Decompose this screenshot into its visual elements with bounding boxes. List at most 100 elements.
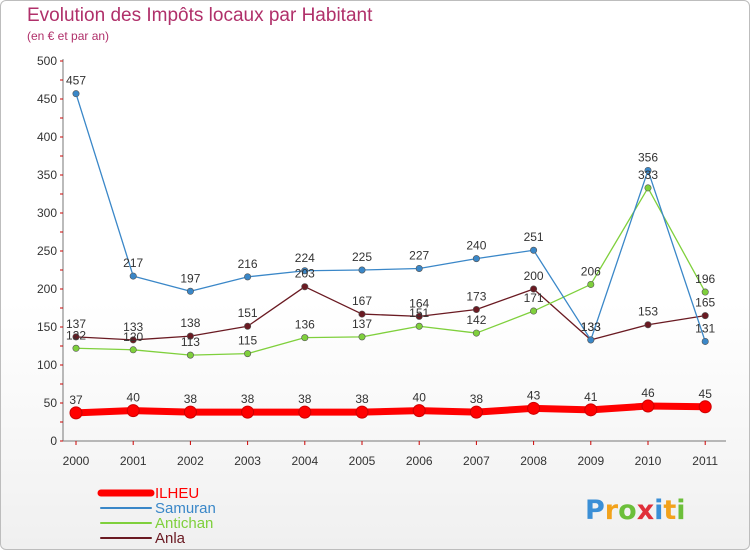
data-point bbox=[472, 329, 480, 337]
data-label: 46 bbox=[641, 386, 655, 400]
x-tick-label: 2008 bbox=[520, 454, 547, 468]
data-label: 203 bbox=[295, 267, 315, 281]
x-tick-label: 2006 bbox=[406, 454, 433, 468]
data-point bbox=[644, 184, 652, 192]
data-label: 133 bbox=[581, 320, 601, 334]
data-point bbox=[530, 285, 538, 293]
data-label: 40 bbox=[413, 391, 427, 405]
data-point bbox=[358, 266, 366, 274]
data-label: 133 bbox=[581, 320, 601, 334]
data-point bbox=[641, 399, 655, 413]
legend-label: Samuran bbox=[155, 500, 216, 517]
data-point bbox=[72, 90, 80, 98]
data-label: 142 bbox=[466, 313, 486, 327]
data-point bbox=[301, 267, 309, 275]
data-point bbox=[527, 401, 541, 415]
proxiti-logo: Proxiti bbox=[585, 495, 686, 526]
data-point bbox=[412, 404, 426, 418]
data-label: 356 bbox=[638, 150, 658, 164]
data-point bbox=[241, 405, 255, 419]
chart-subtitle: (en € et par an) bbox=[27, 29, 110, 43]
data-label: 38 bbox=[470, 392, 484, 406]
y-tick-label: 300 bbox=[37, 206, 57, 220]
data-label: 43 bbox=[527, 388, 541, 402]
data-point bbox=[126, 404, 140, 418]
data-label: 225 bbox=[352, 250, 372, 264]
y-tick-label: 150 bbox=[37, 320, 57, 334]
data-point bbox=[415, 322, 423, 330]
data-label: 133 bbox=[123, 320, 143, 334]
x-tick-label: 2001 bbox=[120, 454, 147, 468]
data-point bbox=[587, 336, 595, 344]
data-label: 138 bbox=[180, 316, 200, 330]
data-point bbox=[587, 280, 595, 288]
data-point bbox=[358, 333, 366, 341]
data-label: 164 bbox=[409, 296, 429, 310]
y-tick-label: 200 bbox=[37, 282, 57, 296]
y-tick-label: 0 bbox=[50, 434, 57, 448]
data-point bbox=[530, 307, 538, 315]
y-tick-label: 350 bbox=[37, 168, 57, 182]
x-tick-label: 2005 bbox=[349, 454, 376, 468]
data-point bbox=[301, 283, 309, 291]
data-point bbox=[415, 264, 423, 272]
data-label: 197 bbox=[180, 271, 200, 285]
data-label: 131 bbox=[695, 321, 715, 335]
y-tick-label: 450 bbox=[37, 92, 57, 106]
data-label: 151 bbox=[409, 306, 429, 320]
data-point bbox=[244, 350, 252, 358]
data-point bbox=[358, 310, 366, 318]
x-tick-label: 2002 bbox=[177, 454, 204, 468]
data-point bbox=[186, 332, 194, 340]
data-label: 122 bbox=[66, 328, 86, 342]
data-label: 217 bbox=[123, 256, 143, 270]
data-label: 38 bbox=[241, 392, 255, 406]
data-point bbox=[244, 322, 252, 330]
x-tick-label: 2000 bbox=[63, 454, 90, 468]
data-label: 38 bbox=[298, 392, 312, 406]
data-label: 171 bbox=[524, 291, 544, 305]
data-point bbox=[701, 312, 709, 320]
data-label: 167 bbox=[352, 294, 372, 308]
data-point bbox=[129, 272, 137, 280]
data-point bbox=[129, 336, 137, 344]
data-point bbox=[183, 405, 197, 419]
series-line-ilheu bbox=[72, 402, 709, 417]
x-tick-label: 2007 bbox=[463, 454, 490, 468]
y-tick-label: 500 bbox=[37, 54, 57, 68]
data-label: 196 bbox=[695, 272, 715, 286]
data-label: 120 bbox=[123, 330, 143, 344]
data-label: 38 bbox=[184, 392, 198, 406]
data-point bbox=[530, 246, 538, 254]
x-tick-label: 2003 bbox=[234, 454, 261, 468]
x-tick-label: 2004 bbox=[291, 454, 318, 468]
data-label: 41 bbox=[584, 390, 598, 404]
data-point bbox=[472, 255, 480, 263]
legend-label: ILHEU bbox=[155, 485, 199, 502]
data-point bbox=[701, 288, 709, 296]
y-tick-label: 250 bbox=[37, 244, 57, 258]
y-tick-label: 100 bbox=[37, 358, 57, 372]
data-point bbox=[244, 273, 252, 281]
data-label: 457 bbox=[66, 74, 86, 88]
data-point bbox=[469, 405, 483, 419]
data-label: 115 bbox=[238, 334, 257, 348]
data-label: 165 bbox=[695, 296, 715, 310]
data-label: 333 bbox=[638, 168, 658, 182]
data-point bbox=[72, 333, 80, 341]
data-label: 206 bbox=[581, 264, 601, 278]
chart-title: Evolution des Impôts locaux par Habitant bbox=[27, 5, 373, 26]
legend-label: Anla bbox=[155, 530, 186, 547]
series-line-samuran bbox=[75, 93, 706, 343]
data-point bbox=[298, 405, 312, 419]
data-point bbox=[72, 344, 80, 352]
data-point bbox=[644, 321, 652, 329]
data-point bbox=[355, 405, 369, 419]
data-label: 216 bbox=[238, 257, 258, 271]
series-line-anla bbox=[75, 286, 706, 341]
data-point bbox=[644, 166, 652, 174]
data-label: 38 bbox=[355, 392, 369, 406]
data-label: 37 bbox=[69, 393, 83, 407]
